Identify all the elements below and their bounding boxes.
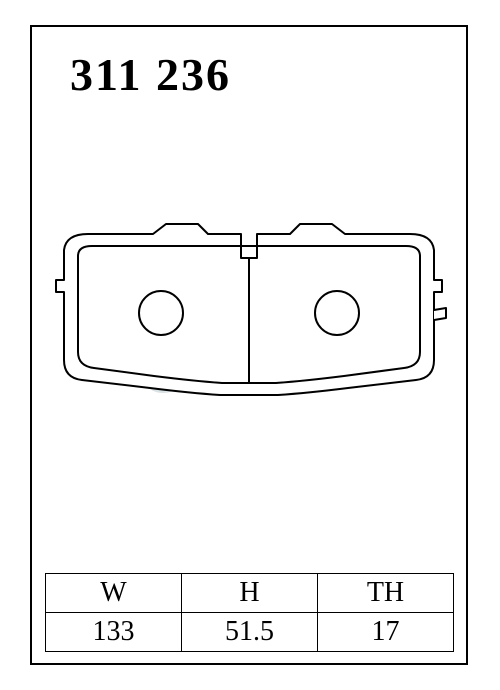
table-row: 133 51.5 17 — [46, 613, 454, 652]
cell-th: 17 — [318, 613, 454, 652]
brake-pad-diagram — [48, 220, 450, 420]
col-header-h: H — [182, 574, 318, 613]
cell-w: 133 — [46, 613, 182, 652]
col-header-w: W — [46, 574, 182, 613]
mount-hole-right — [315, 291, 359, 335]
cell-h: 51.5 — [182, 613, 318, 652]
wear-indicator — [434, 308, 446, 320]
mount-hole-left — [139, 291, 183, 335]
table-row: W H TH — [46, 574, 454, 613]
part-number: 311 236 — [70, 48, 231, 101]
dimensions-table: W H TH 133 51.5 17 — [45, 573, 454, 652]
col-header-th: TH — [318, 574, 454, 613]
